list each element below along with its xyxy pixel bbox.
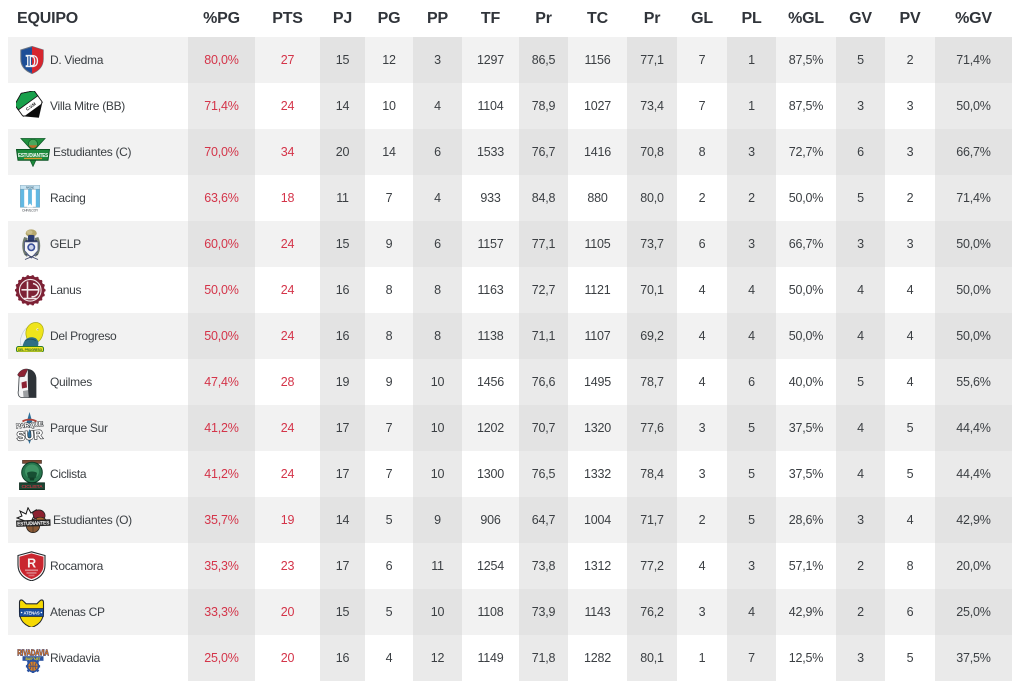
svg-text:D: D bbox=[25, 51, 37, 70]
svg-text:ESTUDIANTES: ESTUDIANTES bbox=[17, 520, 50, 527]
svg-text:CICLISTA: CICLISTA bbox=[22, 484, 44, 490]
svg-text:PARQUE: PARQUE bbox=[16, 421, 44, 430]
svg-text:DEL PROGRESO: DEL PROGRESO bbox=[18, 348, 42, 352]
svg-text:SUR: SUR bbox=[16, 427, 43, 443]
svg-text:RIVADAVIA: RIVADAVIA bbox=[17, 648, 49, 657]
svg-text:R: R bbox=[27, 557, 36, 571]
svg-text:CHIVILCOY: CHIVILCOY bbox=[22, 208, 39, 212]
svg-text:C.V.M: C.V.M bbox=[25, 101, 37, 112]
svg-text:ATENAS: ATENAS bbox=[23, 610, 40, 616]
svg-text:RACING: RACING bbox=[26, 186, 34, 189]
svg-text:ESTUDIANTES: ESTUDIANTES bbox=[18, 153, 49, 159]
